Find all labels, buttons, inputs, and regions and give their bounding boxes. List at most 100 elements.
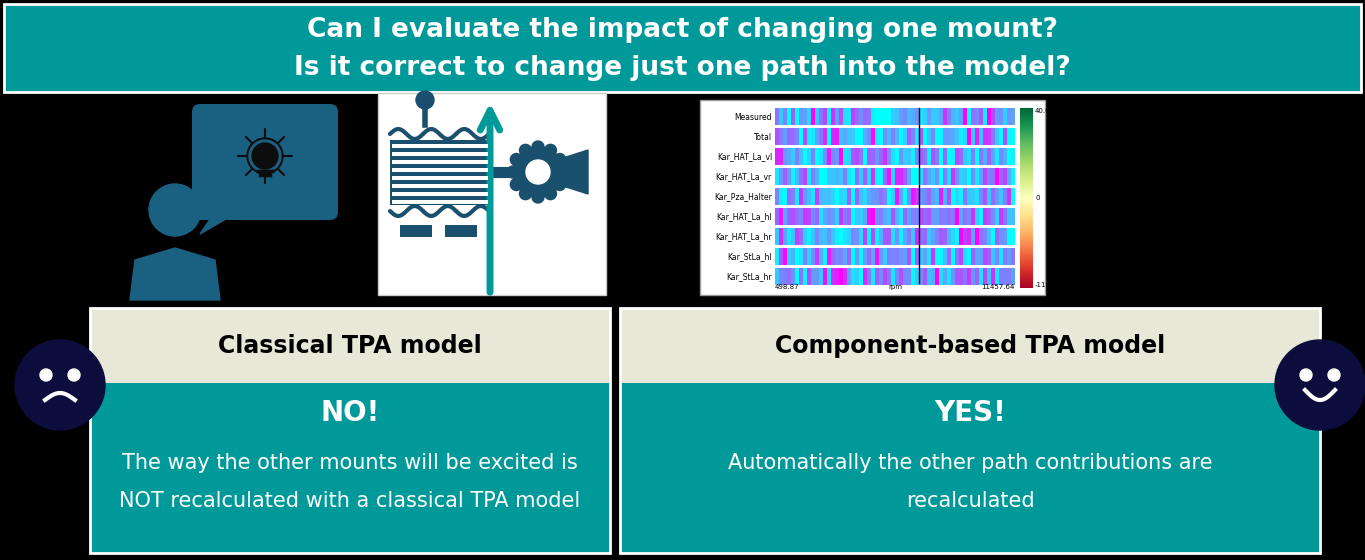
FancyBboxPatch shape	[779, 128, 782, 145]
Text: -110.00: -110.00	[1035, 282, 1062, 288]
FancyBboxPatch shape	[875, 168, 879, 185]
FancyBboxPatch shape	[192, 104, 339, 220]
FancyBboxPatch shape	[943, 148, 947, 165]
FancyBboxPatch shape	[975, 188, 979, 205]
FancyBboxPatch shape	[904, 108, 906, 125]
FancyBboxPatch shape	[935, 208, 939, 225]
FancyBboxPatch shape	[784, 188, 786, 205]
FancyBboxPatch shape	[392, 144, 489, 148]
FancyBboxPatch shape	[1020, 229, 1033, 230]
FancyBboxPatch shape	[1020, 159, 1033, 160]
FancyBboxPatch shape	[1020, 265, 1033, 266]
Circle shape	[40, 369, 52, 381]
FancyBboxPatch shape	[875, 268, 879, 285]
FancyBboxPatch shape	[827, 228, 831, 245]
FancyBboxPatch shape	[392, 176, 489, 180]
FancyBboxPatch shape	[4, 4, 1361, 92]
FancyBboxPatch shape	[971, 228, 975, 245]
FancyBboxPatch shape	[794, 228, 799, 245]
FancyBboxPatch shape	[906, 208, 910, 225]
Circle shape	[554, 179, 565, 190]
FancyBboxPatch shape	[960, 128, 962, 145]
FancyBboxPatch shape	[991, 188, 995, 205]
FancyBboxPatch shape	[966, 228, 971, 245]
FancyBboxPatch shape	[867, 228, 871, 245]
FancyBboxPatch shape	[1020, 271, 1033, 272]
FancyBboxPatch shape	[955, 228, 958, 245]
FancyBboxPatch shape	[931, 208, 935, 225]
FancyBboxPatch shape	[863, 128, 867, 145]
FancyBboxPatch shape	[935, 268, 939, 285]
FancyBboxPatch shape	[1020, 263, 1033, 264]
FancyBboxPatch shape	[1020, 164, 1033, 165]
FancyBboxPatch shape	[1020, 243, 1033, 244]
FancyBboxPatch shape	[910, 228, 915, 245]
FancyBboxPatch shape	[827, 208, 831, 225]
FancyBboxPatch shape	[835, 208, 839, 225]
FancyBboxPatch shape	[775, 188, 779, 205]
FancyBboxPatch shape	[827, 148, 831, 165]
FancyBboxPatch shape	[1020, 144, 1033, 145]
FancyBboxPatch shape	[839, 168, 842, 185]
FancyBboxPatch shape	[779, 188, 782, 205]
FancyBboxPatch shape	[966, 188, 971, 205]
FancyBboxPatch shape	[1020, 246, 1033, 247]
FancyBboxPatch shape	[1020, 143, 1033, 144]
FancyBboxPatch shape	[831, 148, 835, 165]
FancyBboxPatch shape	[891, 168, 895, 185]
FancyBboxPatch shape	[835, 188, 839, 205]
FancyBboxPatch shape	[979, 168, 983, 185]
FancyBboxPatch shape	[859, 168, 863, 185]
FancyBboxPatch shape	[923, 188, 927, 205]
FancyBboxPatch shape	[931, 248, 935, 265]
FancyBboxPatch shape	[807, 248, 811, 265]
FancyBboxPatch shape	[1020, 188, 1033, 189]
FancyBboxPatch shape	[927, 268, 931, 285]
FancyBboxPatch shape	[819, 188, 823, 205]
FancyBboxPatch shape	[799, 248, 803, 265]
FancyBboxPatch shape	[927, 208, 931, 225]
Circle shape	[15, 340, 105, 430]
FancyBboxPatch shape	[811, 108, 815, 125]
FancyBboxPatch shape	[844, 228, 846, 245]
FancyBboxPatch shape	[1020, 198, 1033, 199]
FancyBboxPatch shape	[803, 148, 807, 165]
FancyBboxPatch shape	[831, 188, 835, 205]
FancyBboxPatch shape	[1020, 269, 1033, 270]
FancyBboxPatch shape	[1011, 248, 1014, 265]
FancyBboxPatch shape	[971, 208, 975, 225]
FancyBboxPatch shape	[788, 128, 790, 145]
Circle shape	[532, 191, 545, 203]
FancyBboxPatch shape	[900, 268, 902, 285]
FancyBboxPatch shape	[779, 268, 782, 285]
FancyBboxPatch shape	[955, 148, 958, 165]
FancyBboxPatch shape	[784, 128, 786, 145]
FancyBboxPatch shape	[1020, 155, 1033, 156]
FancyBboxPatch shape	[983, 228, 987, 245]
FancyBboxPatch shape	[1020, 259, 1033, 260]
FancyBboxPatch shape	[904, 268, 906, 285]
FancyBboxPatch shape	[1020, 168, 1033, 169]
FancyBboxPatch shape	[955, 188, 958, 205]
FancyBboxPatch shape	[1011, 108, 1014, 125]
FancyBboxPatch shape	[960, 108, 962, 125]
FancyBboxPatch shape	[823, 188, 827, 205]
FancyBboxPatch shape	[939, 148, 943, 165]
FancyBboxPatch shape	[879, 248, 883, 265]
FancyBboxPatch shape	[1020, 109, 1033, 110]
FancyBboxPatch shape	[962, 228, 966, 245]
FancyBboxPatch shape	[983, 148, 987, 165]
FancyBboxPatch shape	[831, 248, 835, 265]
FancyBboxPatch shape	[400, 225, 431, 237]
FancyBboxPatch shape	[1020, 215, 1033, 216]
FancyBboxPatch shape	[854, 128, 859, 145]
FancyBboxPatch shape	[947, 128, 951, 145]
Circle shape	[545, 144, 557, 156]
FancyBboxPatch shape	[1020, 114, 1033, 115]
FancyBboxPatch shape	[962, 108, 966, 125]
FancyBboxPatch shape	[895, 228, 898, 245]
FancyBboxPatch shape	[867, 148, 871, 165]
FancyBboxPatch shape	[1020, 222, 1033, 223]
FancyBboxPatch shape	[815, 228, 819, 245]
FancyBboxPatch shape	[991, 128, 995, 145]
